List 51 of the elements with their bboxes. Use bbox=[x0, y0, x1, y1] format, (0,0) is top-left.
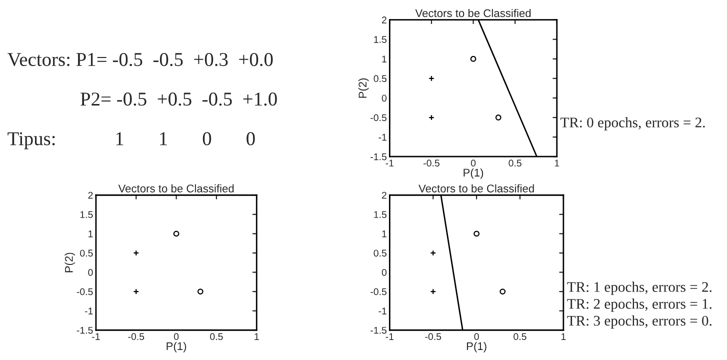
y-tick-label: 0.5 bbox=[80, 250, 93, 257]
y-tick-label: 0.5 bbox=[374, 75, 386, 82]
y-tick-label: 0 bbox=[382, 268, 387, 276]
y-tick-label: 1.5 bbox=[80, 211, 93, 218]
y-tick-label: 1.5 bbox=[374, 211, 386, 218]
y-tick-label: -1.5 bbox=[370, 326, 386, 334]
y-tick-label: -1.5 bbox=[370, 153, 386, 160]
y-axis-title: P(2) bbox=[64, 252, 76, 272]
y-tick-label: 1 bbox=[88, 230, 93, 238]
y-tick-label: 1 bbox=[382, 230, 386, 238]
x-tick-label: 1 bbox=[554, 160, 560, 166]
y-tick-label: -1 bbox=[378, 134, 386, 141]
x-tick-label: -0.5 bbox=[424, 160, 440, 167]
chart-title: Vectors to be Classified bbox=[118, 184, 234, 192]
y-tick-label: -1 bbox=[378, 308, 386, 314]
y-axis-title: P(2) bbox=[358, 78, 369, 98]
y-tick-label: 2 bbox=[382, 192, 386, 199]
text: TR: 1 epochs, errors = 2. bbox=[567, 282, 712, 295]
text: TR: 2 epochs, errors = 1. bbox=[567, 298, 712, 312]
y-tick-label: 0 bbox=[382, 94, 387, 102]
y-tick-label: -0.5 bbox=[370, 114, 386, 122]
text: Vectors: P1= -0.5 -0.5 +0.3 +0.0 bbox=[7, 52, 273, 66]
y-tick-label: 2 bbox=[382, 16, 386, 24]
x-axis-title: P(1) bbox=[464, 168, 484, 179]
y-tick-label: 1.5 bbox=[374, 36, 386, 43]
x-tick-label: 1 bbox=[254, 333, 259, 340]
x-tick-label: 0 bbox=[474, 333, 479, 340]
y-tick-label: -0.5 bbox=[76, 288, 93, 296]
y-tick-label: -1 bbox=[84, 308, 93, 314]
chart-title: Vectors to be Classified bbox=[415, 8, 531, 18]
text: TR: 3 epochs, errors = 0. bbox=[567, 315, 712, 329]
x-tick-label: -0.5 bbox=[128, 333, 144, 340]
y-tick-label: -0.5 bbox=[370, 288, 386, 296]
x-axis-title: P(1) bbox=[466, 342, 486, 352]
text: P2= -0.5 +0.5 -0.5 +1.0 bbox=[80, 92, 277, 106]
y-tick-label: 0.5 bbox=[374, 250, 386, 257]
y-tick-label: -1.5 bbox=[76, 326, 93, 334]
x-tick-label: 0 bbox=[470, 160, 476, 167]
chart-title: Vectors to be Classified bbox=[418, 184, 534, 192]
x-tick-label: 0.5 bbox=[514, 333, 526, 340]
text: Tipus: 1 1 0 0 bbox=[8, 132, 255, 150]
x-tick-label: 0.5 bbox=[210, 333, 223, 340]
text: TR: 0 epochs, errors = 2. bbox=[560, 117, 705, 130]
x-tick-label: 0.5 bbox=[508, 160, 522, 167]
x-tick-label: 1 bbox=[561, 333, 566, 340]
y-tick-label: 1 bbox=[382, 56, 386, 62]
y-tick-label: 2 bbox=[88, 192, 93, 199]
x-tick-label: 0 bbox=[174, 333, 179, 340]
x-tick-label: -0.5 bbox=[425, 333, 442, 340]
x-axis-title: P(1) bbox=[166, 342, 186, 352]
y-tick-label: 0 bbox=[88, 268, 93, 276]
